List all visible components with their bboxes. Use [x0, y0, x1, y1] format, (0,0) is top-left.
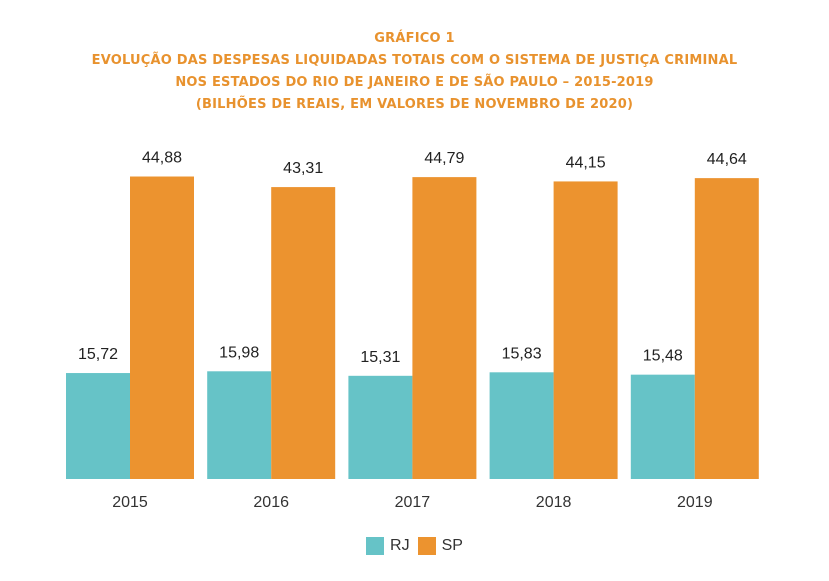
legend-label-rj: RJ — [390, 537, 410, 554]
x-tick-label-2017: 2017 — [395, 494, 431, 511]
legend-item-sp: SP — [417, 537, 463, 555]
bar-sp-2017 — [412, 177, 477, 479]
bar-rj-2016 — [207, 371, 272, 479]
bar-rj-2018 — [489, 372, 554, 479]
bar-rj-2015 — [66, 373, 130, 479]
data-label-sp-2015: 44,88 — [142, 150, 182, 167]
bar-sp-2016 — [271, 187, 336, 479]
legend-label-sp: SP — [441, 537, 463, 554]
x-tick-label-2015: 2015 — [112, 494, 148, 511]
data-label-rj-2018: 15,83 — [502, 345, 542, 362]
data-label-sp-2016: 43,31 — [283, 160, 323, 177]
legend-swatch-rj — [366, 537, 385, 555]
data-label-rj-2016: 15,98 — [219, 344, 259, 361]
bar-sp-2019 — [694, 178, 759, 479]
data-label-rj-2017: 15,31 — [360, 349, 400, 366]
chart-title-block: GRÁFICO 1 EVOLUÇÃO DAS DESPESAS LIQUIDAD… — [0, 28, 829, 116]
chart-title-line-1: EVOLUÇÃO DAS DESPESAS LIQUIDADAS TOTAIS … — [91, 53, 738, 68]
data-label-sp-2017: 44,79 — [424, 150, 464, 167]
chart-legend: RJ SP — [0, 537, 829, 555]
chart-title-line-2: NOS ESTADOS DO RIO DE JANEIRO E DE SÃO P… — [175, 75, 654, 90]
x-tick-label-2016: 2016 — [253, 494, 289, 511]
data-label-sp-2019: 44,64 — [707, 151, 747, 168]
bar-rj-2017 — [348, 375, 413, 479]
bar-sp-2015 — [130, 176, 194, 480]
bar-rj-2019 — [630, 374, 695, 479]
chart-title-line-3: (BILHÕES DE REAIS, EM VALORES DE NOVEMBR… — [195, 97, 634, 112]
bar-sp-2018 — [553, 181, 618, 479]
legend-item-rj: RJ — [366, 537, 410, 555]
chart-label: GRÁFICO 1 — [374, 31, 455, 46]
data-label-sp-2018: 44,15 — [566, 154, 606, 171]
x-tick-label-2019: 2019 — [677, 494, 713, 511]
data-label-rj-2019: 15,48 — [643, 348, 683, 365]
data-label-rj-2015: 15,72 — [78, 346, 118, 363]
x-tick-label-2018: 2018 — [536, 494, 572, 511]
legend-swatch-sp — [417, 537, 436, 555]
